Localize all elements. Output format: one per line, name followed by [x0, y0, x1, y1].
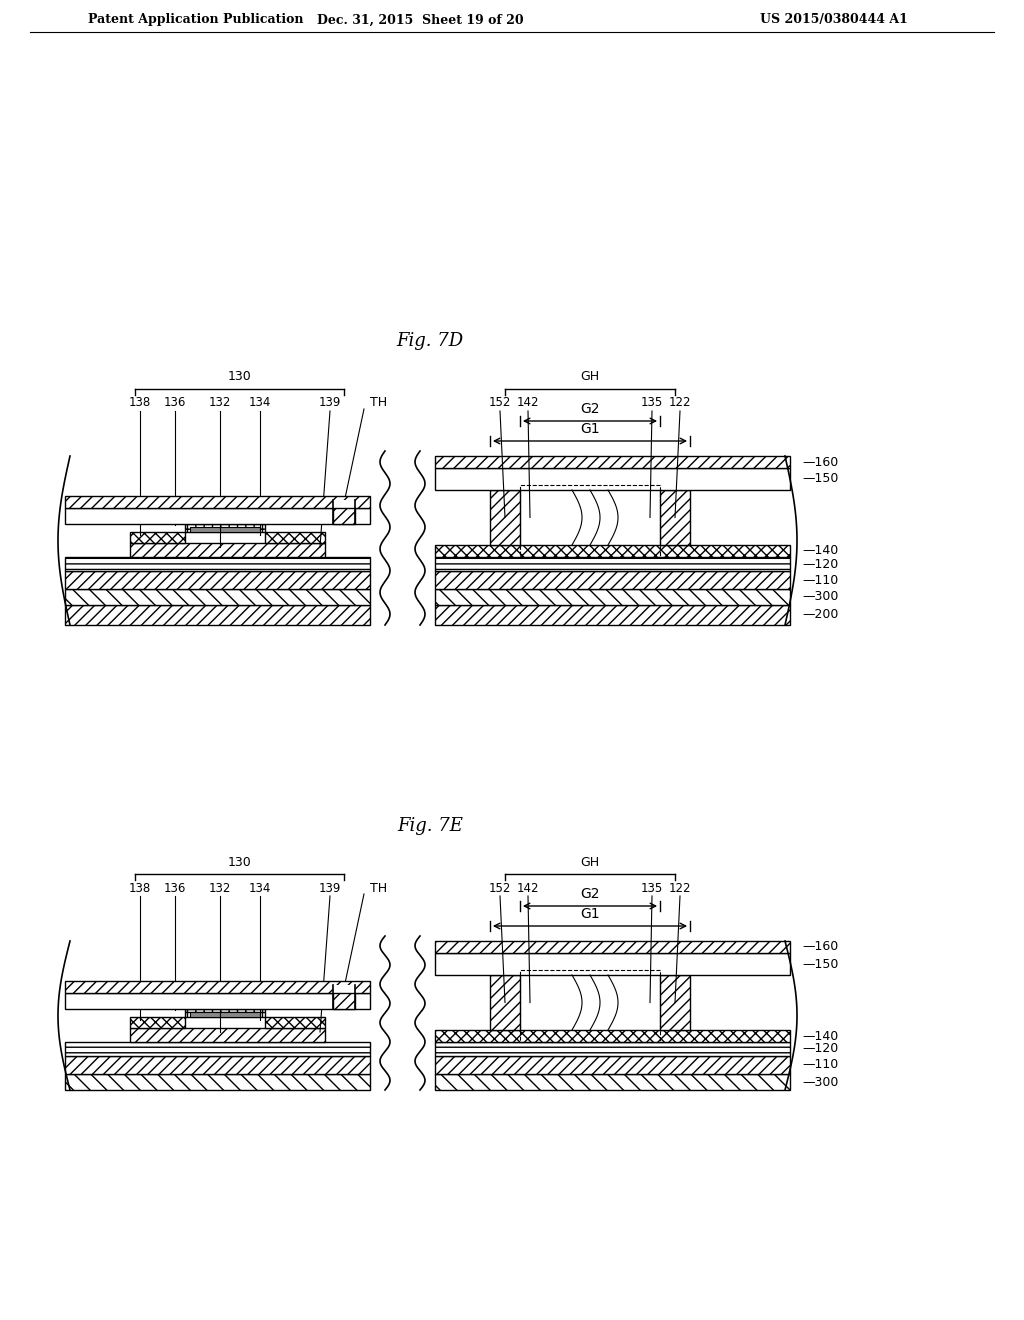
- Bar: [490, 975, 520, 1030]
- Bar: [65, 557, 370, 572]
- Text: 132: 132: [209, 882, 231, 895]
- Bar: [65, 1041, 370, 1056]
- Text: US 2015/0380444 A1: US 2015/0380444 A1: [760, 13, 908, 26]
- Text: 130: 130: [227, 855, 251, 869]
- Bar: [65, 993, 370, 1008]
- Text: —120: —120: [802, 557, 839, 570]
- Bar: [265, 1016, 325, 1028]
- Bar: [660, 975, 690, 1030]
- Bar: [333, 500, 355, 524]
- Bar: [65, 589, 370, 605]
- Text: 130: 130: [227, 371, 251, 384]
- Text: G2: G2: [581, 887, 600, 902]
- Text: —110: —110: [802, 573, 839, 586]
- Bar: [520, 970, 660, 1041]
- Text: 135: 135: [641, 882, 664, 895]
- Text: TH: TH: [371, 882, 387, 895]
- Text: 139: 139: [318, 396, 341, 409]
- Bar: [435, 1041, 790, 1056]
- Text: GH: GH: [581, 855, 600, 869]
- Text: —160: —160: [802, 455, 839, 469]
- Text: —160: —160: [802, 940, 839, 953]
- Text: 152: 152: [488, 396, 511, 409]
- Text: —110: —110: [802, 1059, 839, 1072]
- Bar: [660, 490, 690, 545]
- Text: Dec. 31, 2015  Sheet 19 of 20: Dec. 31, 2015 Sheet 19 of 20: [316, 13, 523, 26]
- Bar: [65, 1074, 370, 1090]
- Bar: [190, 1012, 260, 1016]
- Bar: [435, 1056, 790, 1074]
- Text: Patent Application Publication: Patent Application Publication: [88, 13, 303, 26]
- Text: 138: 138: [129, 396, 152, 409]
- Text: 152: 152: [488, 882, 511, 895]
- Bar: [435, 545, 790, 557]
- Text: 136: 136: [164, 396, 186, 409]
- Bar: [185, 1008, 265, 1016]
- Bar: [435, 469, 790, 490]
- Text: G1: G1: [581, 907, 600, 921]
- Text: Fig. 7D: Fig. 7D: [396, 333, 464, 350]
- Bar: [130, 532, 185, 543]
- Text: —300: —300: [802, 1076, 839, 1089]
- Bar: [65, 496, 370, 508]
- Text: 134: 134: [249, 396, 271, 409]
- Bar: [333, 508, 355, 524]
- Bar: [435, 557, 790, 572]
- Bar: [130, 1028, 325, 1041]
- Text: G2: G2: [581, 403, 600, 416]
- Bar: [435, 455, 790, 469]
- Bar: [333, 993, 355, 1008]
- Bar: [65, 508, 370, 524]
- Bar: [65, 605, 370, 624]
- Text: —140: —140: [802, 1030, 839, 1043]
- Text: 142: 142: [517, 882, 540, 895]
- Text: 142: 142: [517, 396, 540, 409]
- Text: —150: —150: [802, 473, 839, 486]
- Text: 136: 136: [164, 882, 186, 895]
- Text: 138: 138: [129, 882, 152, 895]
- Bar: [490, 490, 520, 545]
- Bar: [435, 589, 790, 605]
- Bar: [333, 985, 355, 1008]
- Bar: [435, 953, 790, 975]
- Text: 122: 122: [669, 396, 691, 409]
- Text: TH: TH: [371, 396, 387, 409]
- Text: 134: 134: [249, 882, 271, 895]
- Text: —140: —140: [802, 544, 839, 557]
- Bar: [130, 1016, 185, 1028]
- Bar: [65, 1056, 370, 1074]
- Text: —200: —200: [802, 609, 839, 622]
- Text: 132: 132: [209, 396, 231, 409]
- Text: —150: —150: [802, 957, 839, 970]
- Bar: [435, 605, 790, 624]
- Text: GH: GH: [581, 371, 600, 384]
- Text: 122: 122: [669, 882, 691, 895]
- Bar: [185, 524, 265, 532]
- Text: —300: —300: [802, 590, 839, 603]
- Text: 135: 135: [641, 396, 664, 409]
- Bar: [265, 532, 325, 543]
- Bar: [520, 484, 660, 557]
- Text: G1: G1: [581, 422, 600, 436]
- Bar: [435, 572, 790, 589]
- Bar: [435, 1030, 790, 1041]
- Text: Fig. 7E: Fig. 7E: [397, 817, 463, 836]
- Bar: [435, 941, 790, 953]
- Text: —120: —120: [802, 1043, 839, 1056]
- Text: 139: 139: [318, 882, 341, 895]
- Bar: [130, 543, 325, 557]
- Bar: [190, 527, 260, 532]
- Bar: [435, 1074, 790, 1090]
- Bar: [65, 572, 370, 589]
- Bar: [65, 981, 370, 993]
